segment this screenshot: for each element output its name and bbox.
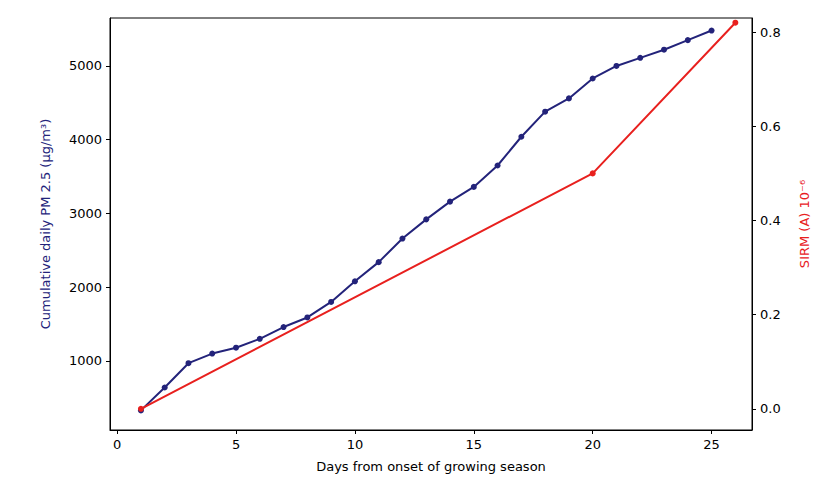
- svg-text:0.8: 0.8: [760, 25, 781, 40]
- svg-text:5000: 5000: [69, 58, 102, 73]
- svg-text:4000: 4000: [69, 132, 102, 147]
- svg-text:20: 20: [584, 437, 601, 452]
- svg-text:3000: 3000: [69, 206, 102, 221]
- svg-text:10: 10: [347, 437, 364, 452]
- svg-text:0.6: 0.6: [760, 119, 781, 134]
- svg-text:Cumulative daily PM 2.5 (μg/m³: Cumulative daily PM 2.5 (μg/m³): [38, 119, 53, 330]
- svg-text:15: 15: [466, 437, 483, 452]
- svg-text:0: 0: [113, 437, 121, 452]
- svg-text:0.2: 0.2: [760, 307, 781, 322]
- svg-text:Days from onset of growing sea: Days from onset of growing season: [316, 459, 546, 474]
- svg-text:25: 25: [703, 437, 720, 452]
- svg-text:0.4: 0.4: [760, 213, 781, 228]
- svg-text:5: 5: [232, 437, 240, 452]
- svg-text:1000: 1000: [69, 353, 102, 368]
- svg-text:2000: 2000: [69, 280, 102, 295]
- svg-text:0.0: 0.0: [760, 401, 781, 416]
- svg-text:SIRM (A) 10⁻⁶: SIRM (A) 10⁻⁶: [797, 180, 812, 268]
